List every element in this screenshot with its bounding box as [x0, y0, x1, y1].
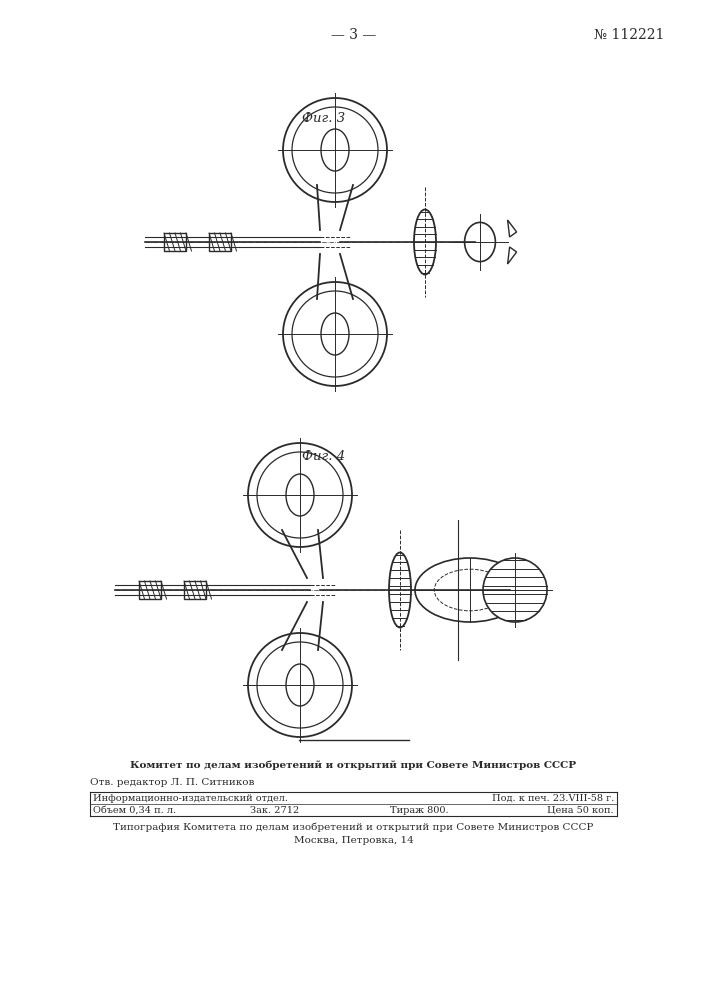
Text: Под. к печ. 23.VIII-58 г.: Под. к печ. 23.VIII-58 г.: [491, 794, 614, 803]
Text: Зак. 2712: Зак. 2712: [250, 806, 299, 815]
Text: Комитет по делам изобретений и открытий при Совете Министров СССР: Комитет по делам изобретений и открытий …: [130, 760, 577, 770]
Bar: [184, 581, 206, 599]
Text: Цена 50 коп.: Цена 50 коп.: [547, 806, 614, 815]
Text: Фиг. 3: Фиг. 3: [302, 112, 345, 125]
Bar: [139, 581, 161, 599]
Bar: [164, 233, 186, 251]
Text: — 3 —: — 3 —: [331, 28, 376, 42]
Circle shape: [483, 558, 547, 622]
Text: Отв. редактор Л. П. Ситников: Отв. редактор Л. П. Ситников: [90, 778, 255, 787]
Text: № 112221: № 112221: [594, 28, 665, 42]
Ellipse shape: [415, 558, 525, 622]
Text: Тираж 800.: Тираж 800.: [390, 806, 449, 815]
Ellipse shape: [464, 222, 496, 262]
Text: Объем 0,34 п. л.: Объем 0,34 п. л.: [93, 806, 176, 815]
Text: Информационно-издательский отдел.: Информационно-издательский отдел.: [93, 794, 288, 803]
Polygon shape: [508, 247, 517, 264]
Ellipse shape: [389, 552, 411, 628]
Text: Москва, Петровка, 14: Москва, Петровка, 14: [293, 836, 414, 845]
Ellipse shape: [414, 210, 436, 274]
Text: Типография Комитета по делам изобретений и открытий при Совете Министров СССР: Типография Комитета по делам изобретений…: [113, 822, 594, 832]
Polygon shape: [508, 220, 517, 237]
Bar: [209, 233, 231, 251]
Text: Фиг. 4: Фиг. 4: [302, 450, 345, 463]
